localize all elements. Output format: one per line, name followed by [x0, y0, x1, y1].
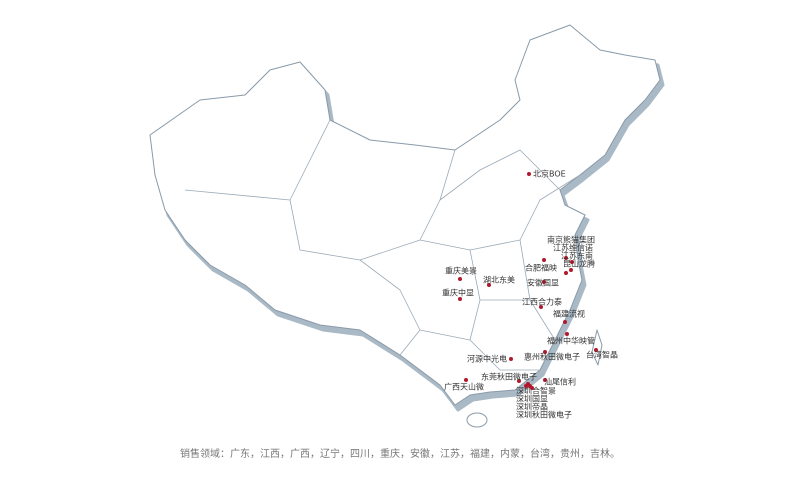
- marker-dot: [564, 256, 568, 260]
- marker-label: 深圳合智景: [516, 386, 556, 396]
- marker-label: 台湾智晶: [586, 350, 618, 360]
- marker-dot: [464, 378, 468, 382]
- marker-dot: [565, 332, 569, 336]
- marker-label: 湖北东美: [483, 275, 515, 285]
- marker-label: 合肥福映: [525, 263, 557, 273]
- marker-label: 东莞秋田微电子: [481, 372, 537, 382]
- marker-label: 广西天山微: [444, 382, 484, 392]
- marker-dot: [594, 348, 598, 352]
- marker-dot: [570, 260, 574, 264]
- marker-dot: [564, 271, 568, 275]
- marker-label: 江苏东南: [561, 251, 593, 261]
- caption: 销售领域：广东，江西，广西，辽宁，四川，重庆，安徽，江苏，福建，内蒙，台湾，贵州…: [180, 447, 620, 460]
- marker-label: 惠州秋田微电子: [524, 352, 580, 362]
- marker-dot: [524, 384, 528, 388]
- marker-label: 福建流视: [553, 309, 585, 319]
- marker-label: 深圳帝晶: [516, 402, 548, 412]
- marker-label: 汕尾信利: [544, 377, 576, 387]
- map-shape: [149, 24, 665, 428]
- marker-dot: [542, 258, 546, 262]
- marker-dot: [527, 172, 531, 176]
- marker-dot: [569, 268, 573, 272]
- marker-dot: [543, 378, 547, 382]
- marker-label: 江西合力泰: [522, 297, 562, 307]
- marker-label: 安徽国显: [527, 278, 559, 288]
- marker-label: 江苏维信诺: [553, 243, 593, 253]
- marker-label: 深圳秋田微电子: [516, 410, 572, 420]
- marker-label: 重庆中显: [442, 288, 474, 298]
- marker-dot: [458, 297, 462, 301]
- marker-dot: [509, 357, 513, 361]
- marker-label: 南京熊猫集团: [547, 235, 595, 245]
- marker-dot: [563, 320, 567, 324]
- marker-label: 昆山龙腾: [563, 259, 595, 269]
- marker-label: 河源中光电: [467, 354, 507, 364]
- marker-dot: [517, 379, 521, 383]
- marker-label: 深圳国显: [516, 394, 548, 404]
- marker-dot: [542, 280, 546, 284]
- marker-dot: [530, 386, 534, 390]
- marker-label: 北京BOE: [533, 169, 566, 179]
- marker-dot: [543, 350, 547, 354]
- marker-dot: [458, 277, 462, 281]
- marker-label: 福州中华映管: [547, 336, 595, 346]
- marker-label: 重庆美景: [445, 266, 477, 276]
- marker-dot: [487, 283, 491, 287]
- marker-dot: [539, 305, 543, 309]
